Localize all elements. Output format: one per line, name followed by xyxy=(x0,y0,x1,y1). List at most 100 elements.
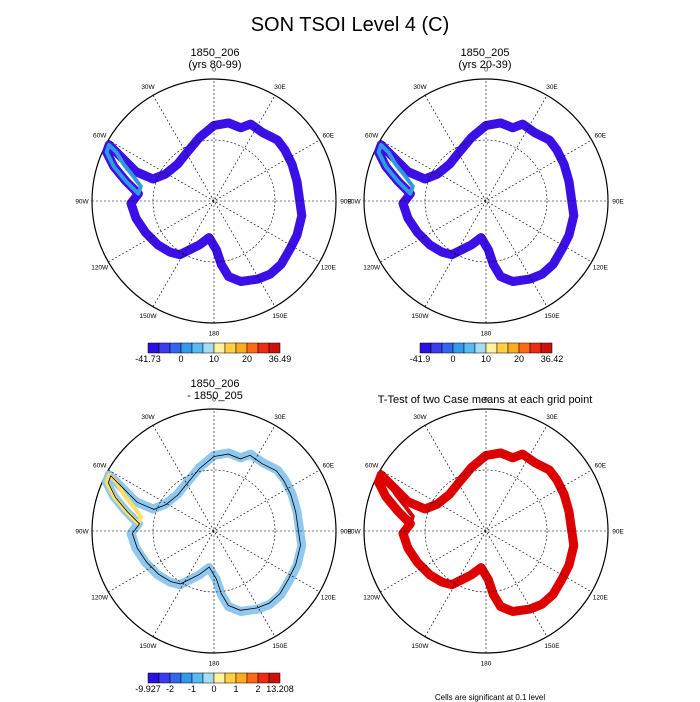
colorbar-swatch xyxy=(202,672,215,684)
tick-label-br: 150E xyxy=(544,313,560,320)
data-region-coast xyxy=(374,118,579,286)
tick-label-bl: 150W xyxy=(140,313,158,320)
polar-map-panel-4: 0 30E 60E 90E 120E 150E 180 150W 120W 90W 60W 30W xyxy=(347,397,624,668)
panel4-title: T-Test of two Case means at each grid po… xyxy=(377,394,593,406)
colorbar-label: 36.49 xyxy=(269,354,292,364)
tick-label-top: 0 xyxy=(212,397,216,404)
colorbar-swatch xyxy=(158,342,171,354)
tick-label-bottom: 180 xyxy=(481,661,492,668)
panel1-title-line2: (yrs 80-99) xyxy=(188,59,242,71)
tick-label-rb: 120E xyxy=(593,265,609,272)
colorbar-swatch xyxy=(485,342,498,354)
panel3-title-line2: - 1850_205 xyxy=(187,390,243,402)
meridian-line xyxy=(424,95,548,307)
tick-label-right: 90E xyxy=(340,199,352,206)
tick-label-left: 90W xyxy=(347,199,361,206)
tick-label-lt: 60W xyxy=(365,463,379,470)
tick-label-lb: 120W xyxy=(363,265,381,272)
panel1-title-line1: 1850_206 xyxy=(190,47,240,59)
colorbar-label: 0 xyxy=(450,354,455,364)
colorbar-2: -41.9 0 10 20 36.42 xyxy=(410,342,564,364)
tick-label-right: 90E xyxy=(612,199,624,206)
tick-label-bottom: 180 xyxy=(209,331,220,338)
panel2-title-line2: (yrs 20-39) xyxy=(458,59,512,71)
colorbar-swatch xyxy=(268,672,281,684)
colorbar-swatch xyxy=(169,672,182,684)
tick-label-tl: 30W xyxy=(413,414,427,421)
colorbar-label: 1 xyxy=(233,684,238,694)
colorbar-label: -1 xyxy=(188,684,196,694)
tick-label-top: 0 xyxy=(484,397,488,404)
tick-label-left: 90W xyxy=(75,199,89,206)
latitude-circle xyxy=(424,139,548,263)
latitude-circle xyxy=(152,469,276,593)
tick-label-tr: 30E xyxy=(274,414,286,421)
panel3-title-line1: 1850_206 xyxy=(190,378,240,390)
tick-label-tr: 30E xyxy=(274,84,286,91)
meridian-line xyxy=(152,425,276,637)
significance-note: Cells are significant at 0.1 level xyxy=(434,693,546,702)
colorbar-1: -41.73 0 10 20 36.49 xyxy=(135,342,292,364)
tick-label-tr: 30E xyxy=(546,414,558,421)
colorbar-swatch xyxy=(235,342,248,354)
colorbar-label: -41.73 xyxy=(135,354,161,364)
tick-label-bottom: 180 xyxy=(481,331,492,338)
latitude-circle xyxy=(152,139,276,263)
colorbar-swatch xyxy=(419,342,432,354)
colorbar-label: -2 xyxy=(166,684,174,694)
colorbar-swatch xyxy=(191,672,204,684)
colorbar-swatch xyxy=(169,342,182,354)
tick-label-right: 90E xyxy=(612,529,624,536)
colorbar-swatch xyxy=(257,342,270,354)
colorbar-swatch xyxy=(147,342,160,354)
colorbar-swatch xyxy=(213,342,226,354)
colorbar-label: -41.9 xyxy=(410,354,431,364)
panel2-title: 1850_205 (yrs 20-39) xyxy=(385,47,585,71)
colorbar-label: 10 xyxy=(481,354,491,364)
colorbar-label: 36.42 xyxy=(541,354,564,364)
colorbar-swatch xyxy=(235,672,248,684)
colorbar-swatch xyxy=(147,672,160,684)
tick-label-lt: 60W xyxy=(93,133,107,140)
colorbar-swatch xyxy=(202,342,215,354)
tick-label-bl: 150W xyxy=(412,313,430,320)
colorbar-swatch xyxy=(529,342,542,354)
colorbar-swatch xyxy=(518,342,531,354)
latitude-circle xyxy=(424,469,548,593)
tick-label-rt: 60E xyxy=(323,463,335,470)
tick-label-rb: 120E xyxy=(321,595,337,602)
colorbar-swatch xyxy=(158,672,171,684)
colorbar-swatch xyxy=(496,342,509,354)
data-region-peninsula xyxy=(104,472,143,526)
data-region-coast xyxy=(374,448,579,616)
tick-label-rb: 120E xyxy=(321,265,337,272)
tick-label-bottom: 180 xyxy=(209,661,220,668)
tick-label-tl: 30W xyxy=(141,414,155,421)
tick-label-tl: 30W xyxy=(413,84,427,91)
colorbar-swatch xyxy=(246,672,259,684)
tick-label-tl: 30W xyxy=(141,84,155,91)
data-region-peninsula xyxy=(104,142,143,196)
tick-label-lt: 60W xyxy=(365,133,379,140)
tick-label-lt: 60W xyxy=(93,463,107,470)
tick-label-rb: 120E xyxy=(593,595,609,602)
colorbar-swatch xyxy=(430,342,443,354)
panel2-title-line1: 1850_205 xyxy=(460,47,510,59)
tick-label-lb: 120W xyxy=(363,595,381,602)
tick-label-left: 90W xyxy=(75,529,89,536)
colorbar-swatch xyxy=(246,342,259,354)
colorbar-swatch xyxy=(224,342,237,354)
tick-label-bl: 150W xyxy=(140,643,158,650)
meridian-line xyxy=(424,425,548,637)
colorbar-label: 20 xyxy=(514,354,524,364)
figure-title: SON TSOI Level 4 (C) xyxy=(250,14,450,36)
tick-label-tr: 30E xyxy=(546,84,558,91)
coastline xyxy=(107,453,301,611)
tick-label-br: 150E xyxy=(272,313,288,320)
colorbar-swatch xyxy=(441,342,454,354)
colorbar-swatch xyxy=(191,342,204,354)
colorbar-label: 0 xyxy=(178,354,183,364)
tick-label-br: 150E xyxy=(544,643,560,650)
colorbar-label: 20 xyxy=(242,354,252,364)
